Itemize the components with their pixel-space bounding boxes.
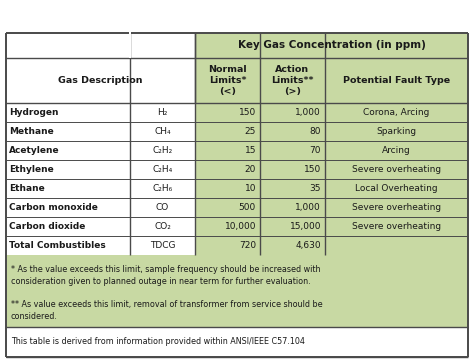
Text: 150: 150 [239,108,256,117]
Text: Methane: Methane [9,127,54,136]
Text: 35: 35 [310,184,321,193]
Text: 500: 500 [239,203,256,212]
Text: Gas Description: Gas Description [58,76,143,85]
Bar [6,122,195,141]
Text: Carbon dioxide: Carbon dioxide [9,222,85,231]
Bar [195,33,468,58]
Text: This table is derived from information provided within ANSI/IEEE C57.104: This table is derived from information p… [11,338,305,347]
Bar [6,103,195,122]
Text: CH₄: CH₄ [154,127,171,136]
Bar [195,103,468,122]
Text: 150: 150 [304,165,321,174]
Bar [6,217,195,236]
Text: 720: 720 [239,241,256,250]
Bar [6,327,468,357]
Text: 1,000: 1,000 [295,203,321,212]
Text: Ethane: Ethane [9,184,45,193]
Text: Severe overheating: Severe overheating [352,222,441,231]
Text: Severe overheating: Severe overheating [352,165,441,174]
Text: Severe overheating: Severe overheating [352,203,441,212]
Bar [6,141,195,160]
Text: 1,000: 1,000 [295,108,321,117]
Text: Carbon monoxide: Carbon monoxide [9,203,98,212]
Text: Hydrogen: Hydrogen [9,108,58,117]
Bar [195,58,468,103]
Text: C₂H₆: C₂H₆ [152,184,173,193]
Text: CO₂: CO₂ [154,222,171,231]
Bar [6,198,195,217]
Bar [195,236,468,255]
Text: Sparking: Sparking [376,127,417,136]
Text: 15,000: 15,000 [290,222,321,231]
Text: Normal
Limits*
(<): Normal Limits* (<) [208,65,247,96]
Text: 10: 10 [245,184,256,193]
Text: TDCG: TDCG [150,241,175,250]
Text: H₂: H₂ [157,108,168,117]
Text: Ethylene: Ethylene [9,165,54,174]
Bar [6,179,195,198]
Text: Action
Limits**
(>): Action Limits** (>) [271,65,314,96]
Text: Key Gas Concentration (in ppm): Key Gas Concentration (in ppm) [237,41,426,50]
Text: 80: 80 [310,127,321,136]
Text: Total Combustibles: Total Combustibles [9,241,106,250]
Text: Corona, Arcing: Corona, Arcing [363,108,430,117]
Text: Acetylene: Acetylene [9,146,60,155]
Text: C₂H₄: C₂H₄ [152,165,173,174]
Text: Local Overheating: Local Overheating [355,184,438,193]
Text: 25: 25 [245,127,256,136]
Bar [6,58,195,103]
Bar [6,160,195,179]
Bar [195,198,468,217]
Text: Potential Fault Type: Potential Fault Type [343,76,450,85]
Text: 70: 70 [310,146,321,155]
Bar [195,217,468,236]
Text: * As the value exceeds this limit, sample frequency should be increased with
con: * As the value exceeds this limit, sampl… [11,265,320,286]
Text: ** As value exceeds this limit, removal of transformer from service should be
co: ** As value exceeds this limit, removal … [11,299,323,321]
Bar [6,236,195,255]
Bar [195,160,468,179]
Text: CO: CO [156,203,169,212]
Bar [195,179,468,198]
Bar [129,0,131,57]
Text: 15: 15 [245,146,256,155]
Text: 4,630: 4,630 [295,241,321,250]
Bar [195,141,468,160]
Text: 10,000: 10,000 [225,222,256,231]
Text: Arcing: Arcing [382,146,411,155]
Bar [6,255,468,327]
Text: 20: 20 [245,165,256,174]
Bar [195,122,468,141]
Text: C₂H₂: C₂H₂ [152,146,173,155]
Bar [6,33,195,58]
